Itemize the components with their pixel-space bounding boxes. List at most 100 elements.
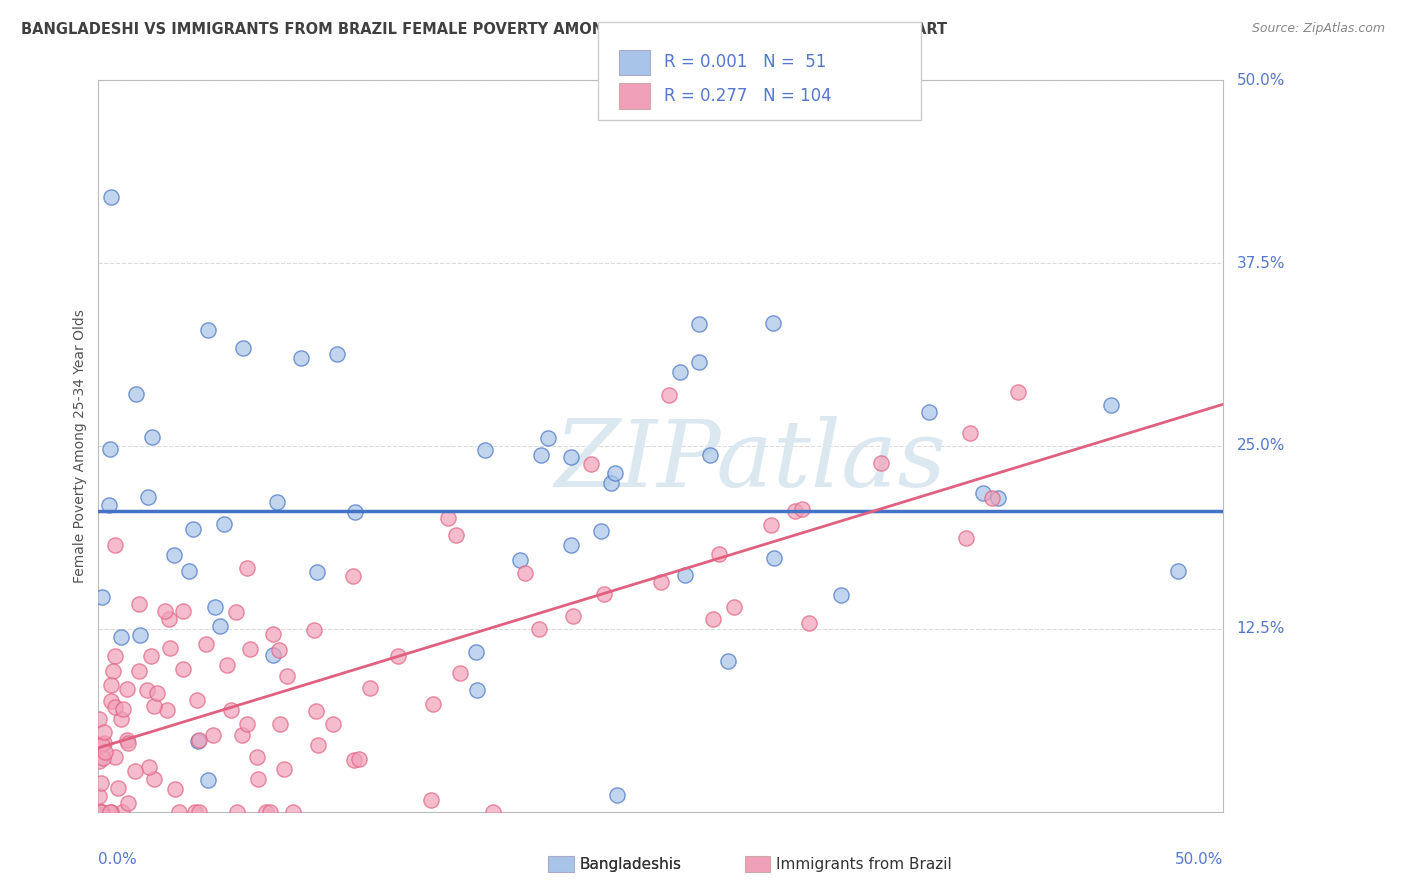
Point [322,716,344,731]
Point [763,550,786,565]
Point [232,341,254,355]
Point [797,616,820,631]
Point [262,627,284,641]
Point [290,351,312,366]
Point [117,796,139,810]
Point [157,612,180,626]
Point [658,388,681,402]
Point [561,609,583,624]
Point [283,805,305,819]
Point [172,604,194,618]
Point [100,694,122,708]
Point [112,702,135,716]
Point [273,763,295,777]
Point [145,686,167,700]
Point [87,754,110,768]
Point [128,628,150,642]
Point [717,654,740,668]
Point [326,347,349,361]
Point [188,805,211,819]
Point [474,442,496,457]
Point [136,490,159,504]
Point [269,643,291,657]
Text: 0.0%: 0.0% [98,852,138,867]
Point [159,641,181,656]
Point [304,623,326,637]
Point [259,805,281,819]
Point [762,316,785,330]
Point [179,564,201,578]
Point [723,600,745,615]
Point [225,605,247,619]
Point [465,682,488,697]
Point [387,649,409,664]
Point [699,448,721,462]
Point [139,649,162,664]
Point [987,491,1010,506]
Point [117,736,139,750]
Point [110,712,132,726]
Point [98,442,121,456]
Text: R = 0.001   N =  51: R = 0.001 N = 51 [664,54,825,71]
Point [1007,384,1029,399]
Point [155,604,177,618]
Point [141,429,163,443]
Point [100,805,122,819]
Point [197,323,219,337]
Point [143,772,166,787]
Point [215,658,238,673]
Point [269,717,291,731]
Point [560,450,582,464]
Point [100,190,122,204]
Point [111,805,134,819]
Point [128,597,150,611]
Point [688,317,710,331]
Point [194,637,217,651]
Point [792,501,814,516]
Point [959,425,981,440]
Point [239,642,262,657]
Point [537,431,560,445]
Point [830,588,852,602]
Point [186,693,208,707]
Point [125,386,148,401]
Point [94,745,117,759]
Point [89,789,111,804]
Point [219,703,242,717]
Point [89,713,111,727]
Point [167,805,190,819]
Point [231,728,253,742]
Point [98,805,121,819]
Point [869,456,891,470]
Point [90,776,112,790]
Point [90,805,112,819]
Point [955,531,977,545]
Text: Source: ZipAtlas.com: Source: ZipAtlas.com [1251,22,1385,36]
Text: 50.0%: 50.0% [1175,852,1223,867]
Point [465,645,488,659]
Point [349,752,371,766]
Point [247,772,270,786]
Point [579,458,602,472]
Point [93,725,115,739]
Point [91,591,114,605]
Point [591,524,613,538]
Point [184,805,207,819]
Point [513,566,536,581]
Point [482,805,505,819]
Point [262,648,284,662]
Point [90,805,112,819]
Point [201,728,224,742]
Point [142,698,165,713]
Point [124,764,146,778]
Point [707,547,730,561]
Point [343,505,366,519]
Point [101,664,124,678]
Point [98,498,121,512]
Point [603,466,626,480]
Point [422,697,444,711]
Text: Bangladeshis: Bangladeshis [579,857,682,871]
Point [165,781,187,796]
Point [688,355,710,369]
Point [212,516,235,531]
